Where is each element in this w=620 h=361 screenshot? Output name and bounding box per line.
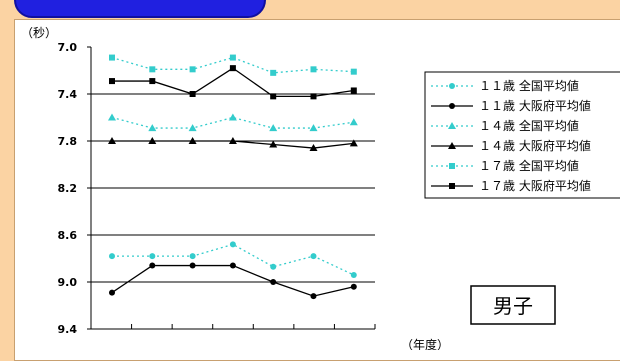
data-point-2-4 (269, 124, 278, 132)
data-point-4-1 (149, 66, 156, 73)
data-point-4-4 (270, 69, 277, 76)
data-point-1-6 (350, 283, 357, 290)
data-point-0-5 (310, 253, 317, 260)
data-point-5-6 (350, 87, 357, 94)
data-point-1-5 (310, 293, 317, 300)
x-unit-label: （年度） (401, 337, 449, 350)
data-point-2-3 (228, 113, 237, 121)
y-tick-label: 8.2 (58, 182, 78, 195)
legend-item-0: １１歳 全国平均値 (479, 78, 579, 93)
y-tick-label: 8.6 (58, 229, 78, 242)
data-point-0-3 (229, 241, 236, 248)
series-line-5 (112, 67, 354, 97)
y-tick-label: 9.0 (58, 276, 78, 289)
data-point-2-2 (188, 124, 197, 132)
legend-marker-2 (448, 122, 456, 129)
chart-panel: 7.0 7.4 7.8 8.2 8.6 9.0 9.4 （秒） （年度） １１歳 全国平均値 １１歳… (14, 19, 620, 361)
legend-marker-4 (449, 163, 455, 169)
y-tick-label: 7.0 (58, 41, 78, 54)
data-point-1-0 (109, 289, 115, 296)
data-point-4-2 (189, 66, 196, 73)
data-point-3-4 (269, 140, 278, 148)
data-point-0-6 (350, 271, 357, 278)
legend-item-2: １４歳 全国平均値 (479, 118, 579, 133)
data-point-2-5 (309, 124, 318, 132)
legend-item-1: １１歳 大阪府平均値 (479, 98, 591, 113)
legend-item-5: １７歳 大阪府平均値 (479, 178, 591, 193)
data-point-2-1 (148, 124, 157, 132)
legend-marker-3 (448, 142, 456, 149)
data-point-1-4 (270, 279, 277, 285)
legend-marker-0 (449, 83, 455, 89)
data-point-1-2 (189, 262, 196, 269)
data-point-3-5 (309, 144, 318, 152)
data-point-5-1 (149, 78, 156, 85)
data-point-2-0 (108, 113, 116, 121)
line-chart: 7.0 7.4 7.8 8.2 8.6 9.0 9.4 （秒） （年度） １１歳 全国平均値 １１歳… (21, 26, 620, 350)
y-tick-label: 7.4 (58, 88, 78, 101)
legend-marker-5 (449, 183, 455, 189)
y-tick-label: 7.8 (58, 135, 78, 148)
data-point-0-0 (109, 253, 115, 260)
data-point-4-6 (350, 68, 357, 75)
data-point-0-4 (270, 263, 277, 270)
legend-item-4: １７歳 全国平均値 (479, 158, 579, 173)
data-point-5-5 (310, 93, 317, 100)
data-point-3-3 (228, 137, 237, 144)
legend-marker-1 (449, 103, 455, 109)
badge-box (470, 285, 556, 325)
series-line-0 (112, 243, 355, 276)
data-point-5-4 (270, 93, 277, 100)
data-point-4-3 (229, 54, 236, 61)
y-unit-label: （秒） (21, 26, 57, 40)
series-line-1 (111, 264, 354, 297)
y-tick-label: 9.4 (58, 323, 78, 336)
data-point-3-0 (108, 137, 116, 144)
data-point-3-2 (188, 137, 197, 144)
data-point-3-1 (148, 137, 157, 144)
header-tab (14, 0, 266, 18)
data-point-1-3 (229, 262, 236, 269)
data-point-0-1 (149, 253, 156, 260)
data-point-4-5 (310, 66, 317, 73)
data-point-5-2 (189, 91, 196, 97)
data-point-5-0 (109, 78, 115, 85)
data-point-0-2 (189, 253, 196, 260)
data-point-5-3 (229, 65, 236, 72)
data-point-4-0 (109, 54, 115, 61)
data-point-2-6 (349, 118, 358, 126)
legend-box (424, 71, 620, 199)
data-point-1-1 (149, 262, 156, 269)
badge-label: 男子 (493, 294, 533, 318)
data-point-3-6 (349, 139, 358, 147)
legend-item-3: １４歳 大阪府平均値 (479, 138, 591, 153)
